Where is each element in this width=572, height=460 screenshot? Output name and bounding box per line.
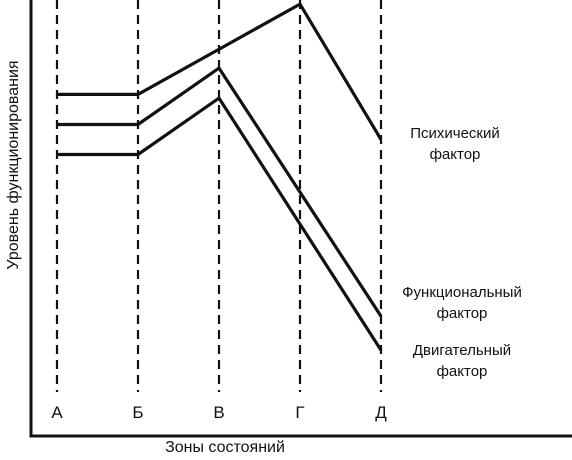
- x-tick-label: Б: [132, 403, 143, 422]
- x-tick-labels: А Б В Г Д: [51, 403, 387, 422]
- series-lines: [57, 1, 383, 351]
- series-label-line: Функциональный: [402, 284, 522, 301]
- y-axis-label: Уровень функционирования: [5, 60, 22, 269]
- axes: [29, 0, 572, 438]
- series-label-line: Психический: [410, 125, 500, 142]
- series-label-line: фактор: [437, 363, 488, 380]
- series-label-line: Двигательный: [413, 342, 511, 359]
- grid-lines: [55, 0, 383, 392]
- series-label-2: Функциональный фактор: [402, 284, 522, 322]
- series-label-1: Психический фактор: [410, 125, 500, 163]
- x-tick-label: А: [51, 403, 63, 422]
- x-tick-label: В: [213, 403, 224, 422]
- series-line-2: [57, 65, 383, 318]
- series-label-line: фактор: [430, 146, 481, 163]
- x-tick-label: Г: [295, 403, 304, 422]
- series-line-3: [57, 95, 383, 351]
- series-label-line: фактор: [437, 305, 488, 322]
- series-line-1: [57, 1, 383, 141]
- series-label-3: Двигательный фактор: [413, 342, 511, 380]
- x-axis-label: Зоны состояний: [165, 439, 285, 456]
- x-tick-label: Д: [375, 403, 387, 422]
